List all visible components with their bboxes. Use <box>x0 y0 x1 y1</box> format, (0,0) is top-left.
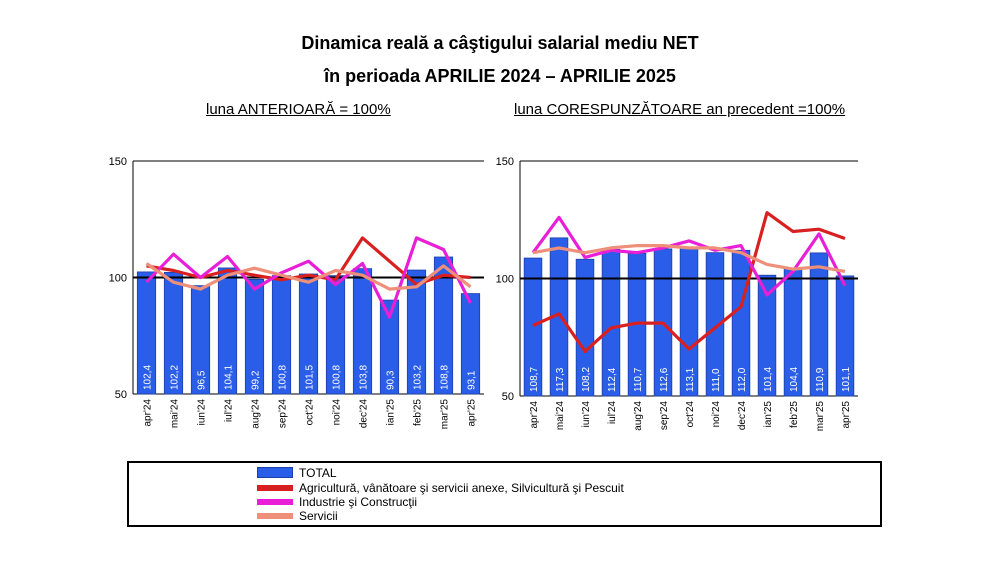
right-bar-label-1: 117,3 <box>555 367 566 392</box>
right-bar-label-4: 110,7 <box>633 367 644 392</box>
left-bar-label-0: 102,4 <box>143 365 154 390</box>
right-ytick-150: 150 <box>496 156 514 168</box>
right-xtick-0: apr'24 <box>529 401 540 429</box>
right-bar-7 <box>705 252 725 397</box>
right-bar-9 <box>757 274 777 397</box>
left-xtick-3: iul'24 <box>224 399 235 422</box>
legend: TOTAL Agricultură, vânătoare şi servicii… <box>127 461 882 527</box>
left-xtick-12: apr'25 <box>467 399 478 427</box>
right-xtick-6: oct'24 <box>685 401 696 428</box>
left-bar-4 <box>244 278 265 395</box>
left-ytick-150: 150 <box>109 156 127 168</box>
legend-item-industrie: Industrie şi Construcţii <box>257 495 418 509</box>
right-ytick-100: 100 <box>496 274 514 286</box>
left-xtick-5: sep'24 <box>278 399 289 429</box>
legend-item-total: TOTAL <box>257 466 337 480</box>
right-line-servicii <box>532 244 846 273</box>
chart-title-line-1: Dinamica reală a câştigului salarial med… <box>301 33 699 53</box>
right-xtick-8: dec'24 <box>737 401 748 431</box>
right-bar-label-5: 112,6 <box>659 367 670 392</box>
left-ytick-50: 50 <box>115 389 127 401</box>
left-bar-3 <box>217 267 238 395</box>
left-xtick-9: ian'25 <box>386 399 397 426</box>
left-line-servicii <box>145 262 472 291</box>
left-xtick-6: oct'24 <box>305 399 316 426</box>
left-bar-label-1: 102,2 <box>170 365 181 390</box>
right-bar-label-11: 110,9 <box>815 367 826 392</box>
left-chart-subtitle: luna ANTERIOARĂ = 100% <box>206 101 391 118</box>
left-bar-2 <box>190 285 211 395</box>
left-bar-0 <box>136 271 157 395</box>
right-bar-label-9: 101,4 <box>763 367 774 392</box>
right-bar-label-3: 112,4 <box>607 367 618 392</box>
left-bar-label-6: 101,5 <box>305 365 316 390</box>
left-xtick-0: apr'24 <box>143 399 154 427</box>
left-bar-8 <box>352 268 373 395</box>
left-xtick-4: aug'24 <box>251 399 262 429</box>
left-bar-11 <box>433 256 454 395</box>
left-bar-9 <box>379 299 400 395</box>
right-xtick-11: mar'25 <box>815 401 826 432</box>
left-xtick-7: noi'24 <box>332 399 343 426</box>
left-bar-label-11: 108,8 <box>440 365 451 390</box>
right-xtick-7: noi'24 <box>711 401 722 428</box>
right-bar-label-6: 113,1 <box>685 367 696 392</box>
legend-item-servicii: Servicii <box>257 509 338 523</box>
legend-swatch-agri <box>257 485 293 491</box>
right-xtick-10: feb'25 <box>789 401 800 428</box>
right-xtick-1: mai'24 <box>555 401 566 431</box>
left-xtick-2: iun'24 <box>197 399 208 426</box>
left-bar-label-7: 100,8 <box>332 365 343 390</box>
legend-item-agri: Agricultură, vânătoare şi servicii anexe… <box>257 481 624 495</box>
right-bar-11 <box>809 252 829 397</box>
right-ytick-50: 50 <box>502 391 514 403</box>
right-bar-label-10: 104,4 <box>789 367 800 392</box>
legend-label-total: TOTAL <box>299 466 337 480</box>
left-ytick-100: 100 <box>109 273 127 285</box>
right-xtick-4: aug'24 <box>633 401 644 431</box>
right-xtick-5: sep'24 <box>659 401 670 431</box>
legend-label-industrie: Industrie şi Construcţii <box>299 495 418 509</box>
right-bar-label-12: 101,1 <box>841 367 852 392</box>
legend-label-agri: Agricultură, vânătoare şi servicii anexe… <box>299 481 624 495</box>
left-bar-1 <box>163 271 184 395</box>
left-bar-12 <box>460 293 481 395</box>
right-line-agri <box>532 211 846 353</box>
left-xtick-11: mar'25 <box>440 399 451 430</box>
left-bar-10 <box>406 269 427 395</box>
left-xtick-1: mai'24 <box>170 399 181 429</box>
right-xtick-3: iul'24 <box>607 401 618 424</box>
right-bar-2 <box>575 258 595 397</box>
left-bar-7 <box>325 275 346 395</box>
legend-swatch-total <box>257 467 293 478</box>
right-bar-12 <box>835 275 855 397</box>
left-xtick-8: dec'24 <box>359 399 370 429</box>
legend-swatch-servicii <box>257 513 293 519</box>
right-bar-label-7: 111,0 <box>711 368 722 392</box>
left-bar-label-10: 103,2 <box>413 365 424 390</box>
right-line-industrie <box>531 215 847 297</box>
left-bar-label-5: 100,8 <box>278 365 289 390</box>
right-xtick-2: iun'24 <box>581 401 592 428</box>
right-bar-label-2: 108,2 <box>581 367 592 392</box>
legend-label-servicii: Servicii <box>299 509 338 523</box>
charts-canvas: 50 100 150 102,4 102,2 96,5 104,1 99,2 100,8 101,… <box>109 156 858 432</box>
right-xtick-9: ian'25 <box>763 401 774 428</box>
chart-title-line-2: în perioada APRILIE 2024 – APRILIE 2025 <box>324 66 676 86</box>
right-bar-0 <box>523 257 543 397</box>
left-bar-label-2: 96,5 <box>197 370 208 390</box>
left-bar-label-4: 99,2 <box>251 370 262 390</box>
right-bar-label-0: 108,7 <box>529 367 540 392</box>
right-xtick-12: apr'25 <box>841 401 852 429</box>
left-bar-label-12: 93,1 <box>467 370 478 390</box>
left-bar-label-9: 90,3 <box>386 370 397 390</box>
left-xtick-10: feb'25 <box>413 399 424 426</box>
left-bar-label-8: 103,8 <box>359 365 370 390</box>
right-bar-label-8: 112,0 <box>737 367 748 392</box>
left-line-industrie <box>145 236 472 319</box>
legend-swatch-industrie <box>257 499 293 505</box>
right-chart-subtitle: luna CORESPUNZĂTOARE an precedent =100% <box>514 101 846 118</box>
left-bar-label-3: 104,1 <box>224 365 235 390</box>
